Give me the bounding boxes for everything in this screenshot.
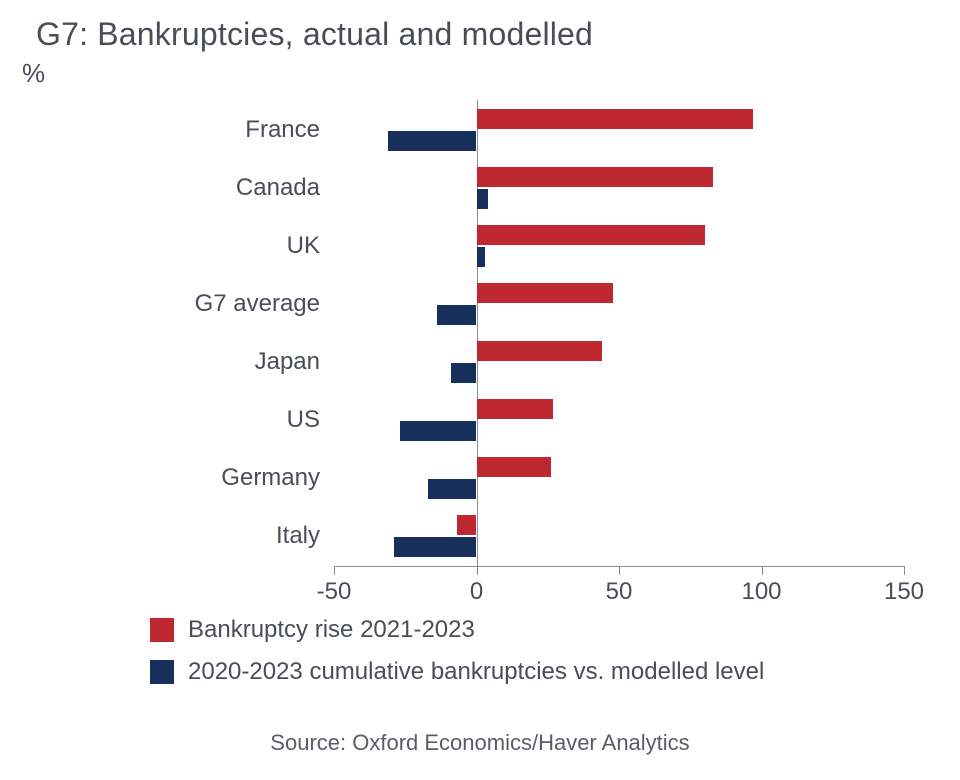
category-label: Italy [276,522,334,550]
x-tick-label: 150 [884,578,924,606]
legend-label: 2020-2023 cumulative bankruptcies vs. mo… [188,658,764,686]
legend-item: Bankruptcy rise 2021-2023 [150,616,960,644]
bar-rise [477,109,753,129]
x-tick-label: 100 [741,578,781,606]
bar-rise [477,457,551,477]
bar-rise [477,225,705,245]
legend-item: 2020-2023 cumulative bankruptcies vs. mo… [150,658,960,686]
category-label: UK [287,232,334,260]
x-tick [334,566,335,575]
x-tick [619,566,620,575]
legend-swatch [150,618,174,642]
bar-cumulative [477,189,488,209]
bar-cumulative [388,131,476,151]
category-label: Japan [255,348,334,376]
bar-cumulative [400,421,477,441]
category-label: France [245,116,334,144]
legend-swatch [150,660,174,684]
x-tick-label: 50 [606,578,633,606]
x-tick [904,566,905,575]
bar-rise [477,283,614,303]
x-tick-label: -50 [317,578,352,606]
category-label: US [287,406,334,434]
bankruptcies-chart: G7: Bankruptcies, actual and modelled % … [0,0,960,780]
bar-cumulative [394,537,477,557]
bar-cumulative [477,247,486,267]
x-tick [762,566,763,575]
chart-title: G7: Bankruptcies, actual and modelled [36,16,593,53]
bar-rise [477,341,602,361]
bar-cumulative [451,363,477,383]
chart-source: Source: Oxford Economics/Haver Analytics [0,730,960,756]
bar-rise [477,167,714,187]
bar-cumulative [437,305,477,325]
bar-cumulative [428,479,476,499]
legend-label: Bankruptcy rise 2021-2023 [188,616,475,644]
category-label: Germany [221,464,334,492]
bar-rise [477,399,554,419]
x-tick [477,566,478,575]
category-label: Canada [236,174,334,202]
plot-area: FranceCanadaUKG7 averageJapanUSGermanyIt… [334,100,904,566]
x-axis: -50050100150 [334,566,904,610]
bar-rise [457,515,477,535]
category-label: G7 average [195,290,334,318]
x-tick-label: 0 [470,578,483,606]
chart-unit-label: % [22,58,45,89]
legend: Bankruptcy rise 2021-2023 2020-2023 cumul… [0,616,960,700]
